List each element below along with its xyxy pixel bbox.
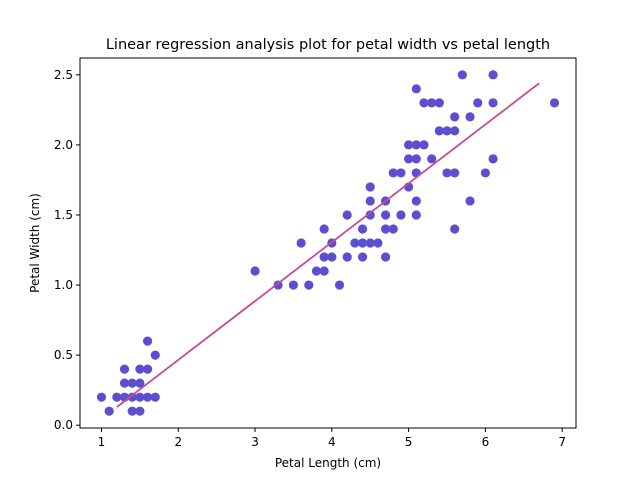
data-point [488,70,498,80]
data-point [135,392,145,402]
data-point [450,224,460,234]
data-point [434,98,444,108]
data-point [357,224,368,234]
data-point [411,84,421,94]
data-point [419,140,429,150]
data-point [135,364,145,374]
data-point [342,210,352,220]
data-point [365,238,375,248]
data-point [319,224,329,234]
data-point [404,140,414,150]
data-point [365,210,375,220]
data-point [450,112,460,122]
data-point [142,336,153,346]
y-axis-label: Petal Width (cm) [28,193,42,293]
y-tick-label: 2.5 [54,68,73,82]
y-tick-label: 0.5 [54,348,73,362]
data-point [411,154,421,164]
data-point [380,252,391,262]
data-point [549,98,560,108]
axis-ticks: 1 2 3 4 5 6 7 0.0 0.5 1.0 1.5 2.0 2.5 [54,68,566,449]
data-point [288,280,299,290]
data-point [119,378,130,388]
data-point [411,210,421,220]
data-point [350,238,360,248]
data-point [388,224,398,234]
data-point [427,98,437,108]
x-tick-label: 5 [405,435,413,449]
chart-title: Linear regression analysis plot for peta… [106,37,550,53]
data-point [427,154,437,164]
data-point [296,238,306,248]
data-point [135,406,145,416]
data-point [473,98,483,108]
data-point [127,406,137,416]
data-point [319,252,329,262]
data-point [127,392,137,402]
data-point [135,378,145,388]
x-tick-label: 7 [558,435,566,449]
data-point [96,392,107,402]
data-point [365,196,375,206]
data-point [142,392,153,402]
data-point [411,196,421,206]
data-point [434,126,444,136]
data-point [112,392,122,402]
data-point [411,168,421,178]
data-point [388,168,398,178]
data-point [411,140,421,150]
data-point [311,266,322,276]
data-point [119,364,130,374]
data-point [150,392,160,402]
data-point [342,252,352,262]
regression-line [116,82,540,408]
data-point [450,126,460,136]
data-point [465,196,475,206]
x-tick-label: 6 [482,435,490,449]
data-point [419,98,429,108]
data-point [450,168,460,178]
data-point [273,280,283,290]
data-point [380,224,391,234]
data-point [357,238,368,248]
data-point [380,210,391,220]
data-point [465,112,475,122]
data-point [442,168,452,178]
data-point [142,364,153,374]
y-tick-label: 2.0 [54,138,73,152]
data-point [480,168,490,178]
data-point [327,252,337,262]
x-tick-label: 2 [174,435,182,449]
data-point [442,126,452,136]
data-point [396,168,406,178]
data-point [457,70,467,80]
data-point [488,154,498,164]
data-point [334,280,345,290]
data-point [127,378,137,388]
data-point [373,238,383,248]
x-tick-label: 1 [98,435,106,449]
x-tick-label: 3 [251,435,259,449]
y-tick-label: 0.0 [54,418,73,432]
data-point [357,252,368,262]
data-point [488,98,498,108]
data-point [250,266,260,276]
data-point [365,182,375,192]
data-point [150,350,160,360]
x-axis-label: Petal Length (cm) [275,456,381,470]
data-point [104,406,114,416]
plot-marks [96,70,560,416]
y-tick-label: 1.5 [54,208,73,222]
data-point [404,154,414,164]
x-tick-label: 4 [328,435,336,449]
data-point [319,266,329,276]
data-point [304,280,314,290]
y-tick-label: 1.0 [54,278,73,292]
data-point [396,210,406,220]
plot-frame [79,57,577,429]
